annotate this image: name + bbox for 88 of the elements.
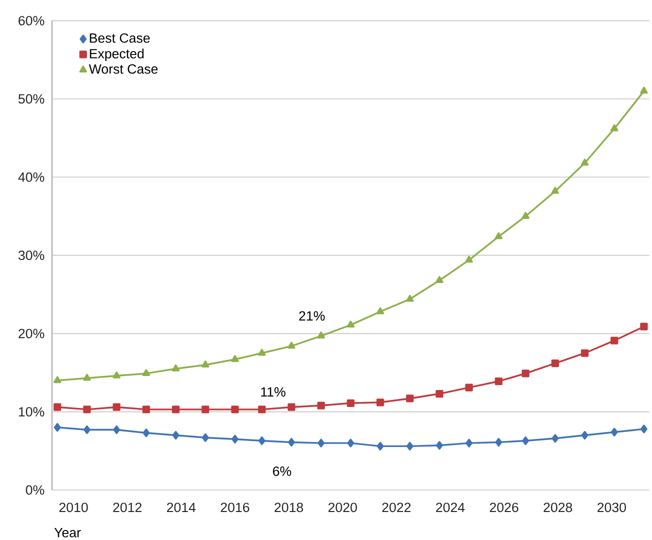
annotation: 11% — [261, 387, 286, 397]
point — [54, 423, 61, 432]
point — [84, 425, 90, 434]
x-tick-label: 2020 — [328, 502, 357, 512]
point — [112, 371, 120, 378]
point — [406, 394, 414, 402]
point — [288, 403, 296, 411]
y-tick-label: 60% — [18, 16, 44, 26]
point — [347, 438, 354, 448]
point — [346, 320, 355, 328]
point — [494, 232, 503, 240]
x-tick-label: 2014 — [166, 502, 196, 512]
x-tick-label: 2028 — [544, 502, 572, 512]
point — [231, 355, 239, 362]
point — [610, 428, 618, 436]
point — [113, 425, 120, 434]
x-tick-label: 2026 — [490, 502, 518, 512]
point — [436, 441, 443, 450]
point — [317, 402, 325, 410]
point — [288, 438, 295, 447]
point — [551, 186, 560, 194]
point — [258, 348, 266, 356]
legend-label: Worst Case — [88, 64, 158, 74]
point — [640, 424, 648, 434]
point — [522, 436, 530, 446]
point — [581, 430, 588, 440]
x-tick-label: 2016 — [220, 502, 250, 512]
annotation: 6% — [273, 466, 292, 476]
x-tick-label: 2024 — [436, 502, 465, 512]
y-tick-label: 10% — [18, 407, 44, 416]
point — [465, 256, 473, 263]
point — [494, 377, 502, 386]
point — [231, 406, 239, 414]
point — [54, 376, 62, 384]
point — [258, 436, 266, 446]
point — [436, 276, 444, 283]
point — [172, 364, 180, 372]
point — [551, 359, 559, 368]
x-tick-label: 2018 — [274, 502, 304, 512]
legend-label: Expected — [90, 48, 144, 62]
point — [288, 342, 296, 349]
point — [522, 370, 530, 378]
point — [640, 86, 648, 94]
point — [406, 294, 414, 302]
point — [142, 406, 150, 414]
point — [142, 369, 150, 376]
point — [495, 438, 502, 447]
point — [376, 307, 384, 314]
x-axis-title: Year — [54, 528, 81, 538]
point — [580, 158, 589, 166]
point — [202, 433, 209, 442]
point — [112, 403, 120, 411]
legend-label: Best Case — [90, 33, 150, 43]
point — [610, 336, 618, 344]
point — [258, 406, 266, 414]
point — [317, 332, 325, 339]
point — [610, 124, 618, 132]
point — [202, 406, 210, 414]
point — [376, 442, 384, 451]
x-tick-label: 2030 — [598, 502, 626, 512]
point — [465, 384, 473, 392]
point — [172, 406, 180, 414]
point — [406, 442, 414, 451]
x-tick-label: 2012 — [113, 502, 142, 512]
x-tick-label: 2010 — [59, 502, 88, 512]
point — [580, 349, 589, 357]
point — [83, 406, 91, 414]
y-tick-label: 50% — [18, 94, 44, 104]
point — [54, 403, 62, 411]
y-tick-label: 40% — [18, 172, 44, 182]
point — [172, 430, 180, 440]
point — [436, 390, 444, 398]
point — [232, 434, 238, 444]
x-tick-label: 2022 — [382, 502, 411, 512]
point — [522, 212, 530, 219]
point — [552, 434, 559, 443]
point — [346, 399, 354, 407]
point — [318, 438, 325, 448]
point — [466, 438, 473, 448]
annotation: 21% — [299, 311, 325, 321]
point — [202, 360, 210, 368]
y-tick-label: 20% — [18, 328, 44, 338]
y-tick-label: 0% — [26, 485, 44, 495]
point — [376, 398, 384, 406]
y-tick-label: 30% — [18, 250, 44, 260]
point — [83, 374, 91, 381]
point — [640, 322, 648, 330]
point — [142, 428, 150, 438]
